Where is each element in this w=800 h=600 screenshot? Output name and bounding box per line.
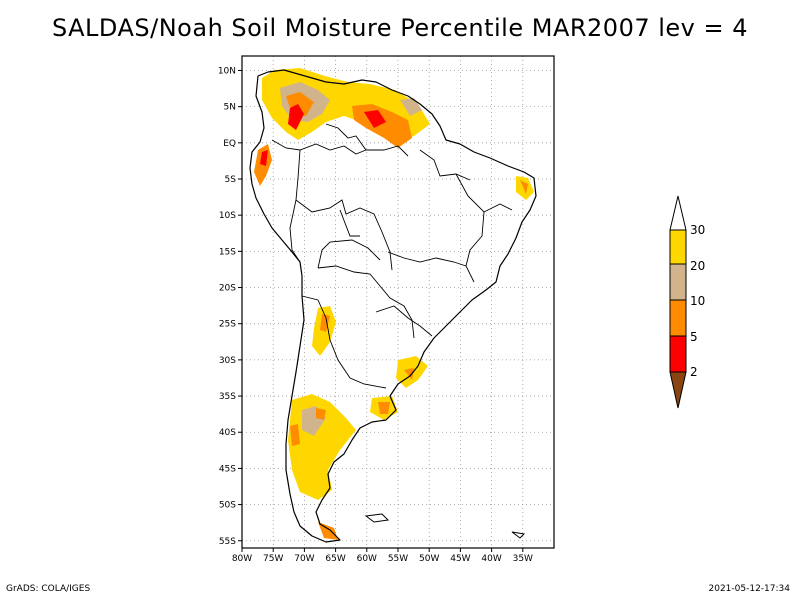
country-borders — [271, 123, 513, 389]
legend-swatch-10-20 — [669, 263, 687, 301]
lat-tick-label: EQ — [223, 139, 236, 149]
lon-tick-label: 45W — [450, 554, 470, 564]
legend-swatch-below-2 — [669, 371, 687, 409]
shading-ecuador-2-5 — [260, 150, 268, 166]
lon-tick-label: 75W — [263, 554, 283, 564]
lat-tick-label: 30S — [219, 356, 236, 366]
lat-tick-label: 55S — [219, 537, 236, 547]
south-georgia — [511, 531, 526, 539]
lon-tick-label: 55W — [388, 554, 408, 564]
lat-tick-label: 20S — [219, 284, 236, 294]
shading-nw-argentina-5-10 — [320, 314, 330, 332]
legend-colorbar: 30 20 10 5 2 — [669, 195, 705, 409]
legend-swatch-5-10 — [669, 299, 687, 337]
shading-colombia-2-5 — [288, 104, 304, 130]
lat-tick-label: 50S — [219, 501, 236, 511]
lat-tick-label: 10N — [218, 66, 236, 76]
lat-tick-label: 25S — [219, 320, 236, 330]
longitude-ticks: 80W 75W 70W 65W 60W 55W 50W 45W 40W 35W — [232, 548, 533, 564]
shading-ne-brazil-5-10 — [520, 180, 528, 194]
lon-tick-label: 70W — [294, 554, 314, 564]
shading-patagonia-5-10 — [316, 408, 326, 420]
lon-tick-label: 65W — [325, 554, 345, 564]
shading-guiana-10-20 — [400, 98, 422, 116]
lat-tick-label: 45S — [219, 464, 236, 474]
lat-tick-label: 40S — [219, 428, 236, 438]
percentile-shading — [254, 68, 534, 540]
map-title: SALDAS/Noah Soil Moisture Percentile MAR… — [51, 14, 749, 42]
lon-tick-label: 60W — [357, 554, 377, 564]
lat-tick-label: 35S — [219, 392, 236, 402]
lat-tick-label: 5S — [225, 175, 237, 185]
shading-guiana-2-5 — [364, 110, 386, 128]
legend-swatch-above-30 — [669, 195, 687, 231]
legend-label-10: 10 — [690, 294, 705, 308]
legend-label-5: 5 — [690, 330, 698, 344]
footer-credit: GrADS: COLA/IGES — [6, 584, 91, 594]
south-america-coastline — [249, 69, 537, 543]
footer-timestamp: 2021-05-12-17:34 — [708, 584, 791, 594]
lon-tick-label: 50W — [419, 554, 439, 564]
lat-tick-label: 5N — [224, 103, 236, 113]
falkland-islands — [364, 513, 390, 523]
legend-label-2: 2 — [690, 365, 698, 379]
graticule — [242, 56, 554, 548]
shading-uruguay-5-10 — [404, 368, 414, 380]
legend-label-20: 20 — [690, 259, 705, 273]
legend-label-30: 30 — [690, 223, 705, 237]
latitude-ticks: 10N 5N EQ 5S 10S 15S 20S 25S 30S 35S 40S 45S 50S 55S — [218, 66, 242, 547]
shading-chile-5-10 — [290, 424, 300, 446]
shading-tierra-del-fuego-5-10 — [318, 522, 338, 540]
lon-tick-label: 80W — [232, 554, 252, 564]
lon-tick-label: 35W — [513, 554, 533, 564]
legend-swatch-2-5 — [669, 335, 687, 373]
lat-tick-label: 10S — [219, 211, 236, 221]
legend-swatch-20-30 — [669, 229, 687, 265]
shading-buenos-aires-5-10 — [378, 402, 390, 414]
lat-tick-label: 15S — [219, 247, 236, 257]
lon-tick-label: 40W — [481, 554, 501, 564]
